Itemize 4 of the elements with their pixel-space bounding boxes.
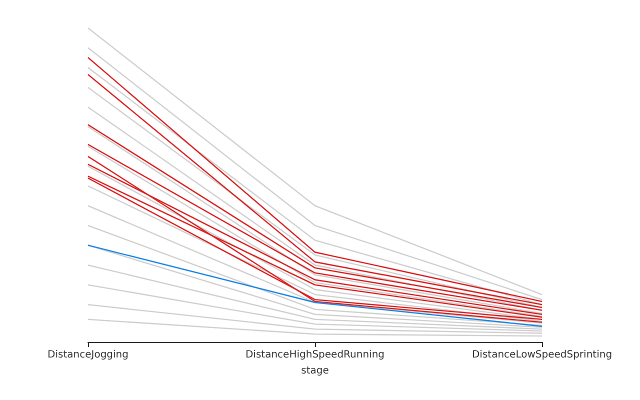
x-axis-title: stage — [301, 366, 329, 376]
x-tick-label: DistanceLowSpeedSprinting — [472, 350, 612, 360]
x-tick-label: DistanceJogging — [48, 350, 128, 360]
x-tick-label: DistanceHighSpeedRunning — [245, 350, 385, 360]
